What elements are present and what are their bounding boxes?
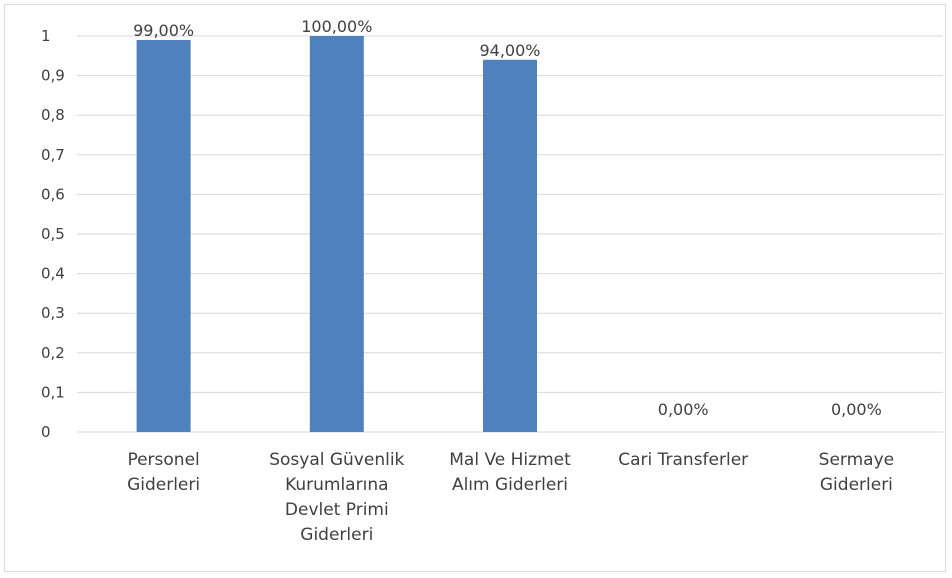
data-label: 99,00% bbox=[133, 21, 194, 40]
x-category-label: Sosyal Güvenlik bbox=[269, 450, 404, 470]
bar bbox=[483, 59, 537, 432]
y-tick-label: 0,1 bbox=[41, 383, 65, 401]
y-tick-label: 0,3 bbox=[41, 304, 65, 322]
data-label: 0,00% bbox=[831, 400, 882, 419]
y-tick-label: 0,9 bbox=[41, 67, 65, 85]
y-tick-label: 0,8 bbox=[41, 106, 65, 124]
x-category-label: Devlet Primi bbox=[285, 500, 389, 520]
x-category-label: Kurumlarına bbox=[285, 475, 388, 495]
bar bbox=[136, 39, 191, 433]
x-category-label: Personel bbox=[127, 450, 199, 470]
data-label: 94,00% bbox=[479, 41, 540, 60]
y-tick-label: 0,7 bbox=[41, 146, 65, 164]
bar bbox=[309, 36, 364, 432]
y-tick-label: 1 bbox=[41, 27, 51, 45]
x-category-label: Cari Transferler bbox=[618, 450, 748, 470]
data-label: 100,00% bbox=[301, 17, 372, 36]
x-category-label: Alım Giderleri bbox=[452, 475, 568, 495]
x-category-label: Mal Ve Hizmet bbox=[449, 450, 571, 470]
x-category-label: Giderleri bbox=[820, 475, 893, 495]
y-tick-label: 0,6 bbox=[41, 185, 65, 203]
bar-chart: 0 0,1 0,2 0,3 0,4 0,5 0,6 0,7 0,8 0,9 1 99,00% Perso… bbox=[41, 17, 943, 545]
data-label: 0,00% bbox=[658, 400, 709, 419]
chart-frame: 0 0,1 0,2 0,3 0,4 0,5 0,6 0,7 0,8 0,9 1 99,00% Perso… bbox=[4, 4, 946, 572]
y-tick-label: 0 bbox=[41, 423, 51, 441]
x-category-label: Sermaye bbox=[819, 450, 894, 470]
x-category-label: Giderleri bbox=[300, 525, 373, 545]
y-tick-label: 0,4 bbox=[41, 265, 65, 283]
y-tick-label: 0,2 bbox=[41, 344, 65, 362]
y-tick-label: 0,5 bbox=[41, 225, 65, 243]
x-category-label: Giderleri bbox=[127, 475, 200, 495]
